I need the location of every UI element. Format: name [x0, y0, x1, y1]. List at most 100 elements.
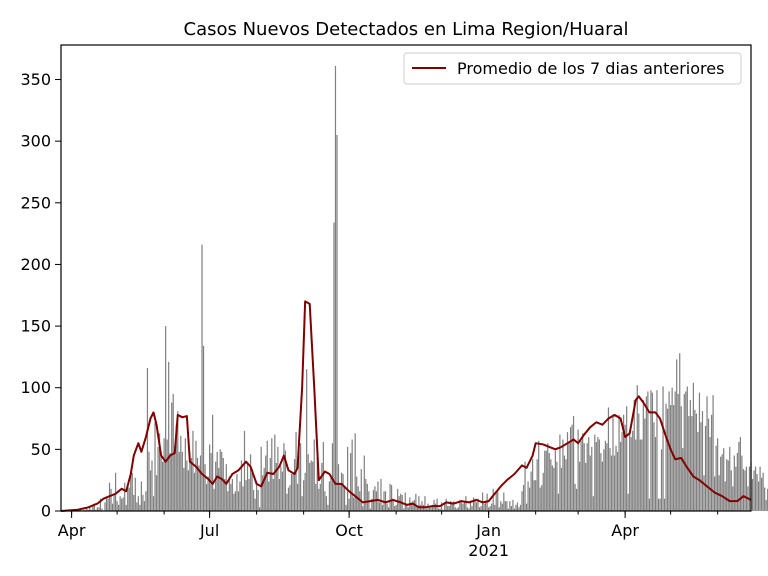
bar — [645, 396, 647, 511]
bar — [99, 498, 102, 511]
bar — [600, 453, 602, 511]
bar — [152, 496, 155, 511]
bar — [133, 494, 135, 511]
bar — [146, 367, 149, 511]
bar — [665, 403, 667, 511]
bar — [553, 467, 555, 511]
x-tick-label: Apr — [611, 521, 639, 540]
bar — [676, 359, 678, 511]
bar — [565, 459, 567, 511]
bar — [633, 400, 635, 511]
bar — [762, 472, 764, 511]
bar — [80, 509, 82, 511]
bar — [374, 486, 376, 511]
bar — [627, 493, 629, 511]
bar — [616, 451, 619, 511]
y-tick-label: 0 — [41, 502, 51, 521]
bar — [619, 441, 622, 511]
bar — [281, 471, 284, 511]
bar — [356, 476, 358, 511]
bar — [662, 386, 664, 511]
bar — [254, 498, 256, 511]
bar — [431, 504, 434, 511]
bar — [670, 404, 672, 511]
bar — [671, 387, 673, 511]
y-tick-label: 50 — [31, 440, 51, 459]
bar — [140, 481, 142, 511]
bar — [650, 390, 652, 511]
bar — [275, 462, 277, 511]
bar — [621, 432, 623, 511]
bar — [318, 488, 320, 511]
bar — [528, 487, 531, 511]
bar — [345, 504, 347, 511]
bar — [237, 491, 240, 511]
bar — [340, 472, 343, 511]
bar — [353, 497, 355, 511]
bar — [190, 457, 193, 511]
bar — [745, 466, 748, 511]
bar — [234, 491, 236, 511]
bar — [585, 462, 587, 511]
bar — [436, 498, 438, 511]
bar — [445, 498, 447, 511]
bar — [759, 466, 761, 511]
bar — [298, 451, 300, 511]
bar — [404, 492, 406, 511]
bar — [653, 422, 655, 511]
bar — [757, 481, 760, 511]
bar — [689, 400, 691, 511]
bar — [184, 438, 186, 511]
bar — [444, 502, 446, 511]
bar — [710, 414, 713, 511]
bar — [330, 477, 332, 511]
moving-average-line — [60, 300, 752, 512]
bar — [177, 411, 179, 511]
bar — [193, 472, 196, 511]
bar — [439, 508, 441, 511]
bar — [110, 488, 112, 511]
bar — [354, 433, 356, 511]
bar — [563, 455, 566, 511]
bar — [497, 491, 499, 511]
bar — [717, 438, 719, 511]
bar — [218, 467, 220, 511]
bar — [216, 451, 218, 511]
bar — [598, 439, 600, 511]
bar — [626, 406, 628, 511]
bar — [659, 498, 661, 511]
bar — [654, 437, 657, 511]
bar — [636, 385, 638, 511]
bar — [512, 499, 514, 511]
bar — [366, 483, 368, 511]
y-tick-label: 350 — [20, 70, 51, 89]
bar — [736, 453, 738, 511]
bar — [266, 440, 268, 511]
bar — [300, 443, 302, 511]
bar — [178, 451, 180, 511]
bar — [469, 501, 472, 511]
bar — [604, 440, 607, 511]
bar — [462, 503, 464, 511]
bar — [306, 369, 308, 511]
bar — [95, 509, 97, 511]
x-tick-label: Jul — [199, 521, 219, 540]
bar — [277, 446, 279, 511]
bar — [136, 502, 138, 511]
bar — [309, 462, 311, 511]
bar — [748, 466, 751, 511]
bar — [741, 455, 743, 511]
bar — [729, 446, 731, 511]
bar — [252, 490, 255, 511]
bar — [130, 475, 132, 511]
bar — [315, 483, 317, 511]
bar — [592, 496, 594, 511]
bar — [507, 508, 509, 511]
bar — [735, 466, 737, 511]
bar — [498, 507, 500, 511]
bar — [286, 493, 288, 511]
bar — [121, 498, 123, 511]
bar — [615, 445, 617, 511]
bar — [342, 474, 344, 511]
bar — [588, 437, 590, 511]
